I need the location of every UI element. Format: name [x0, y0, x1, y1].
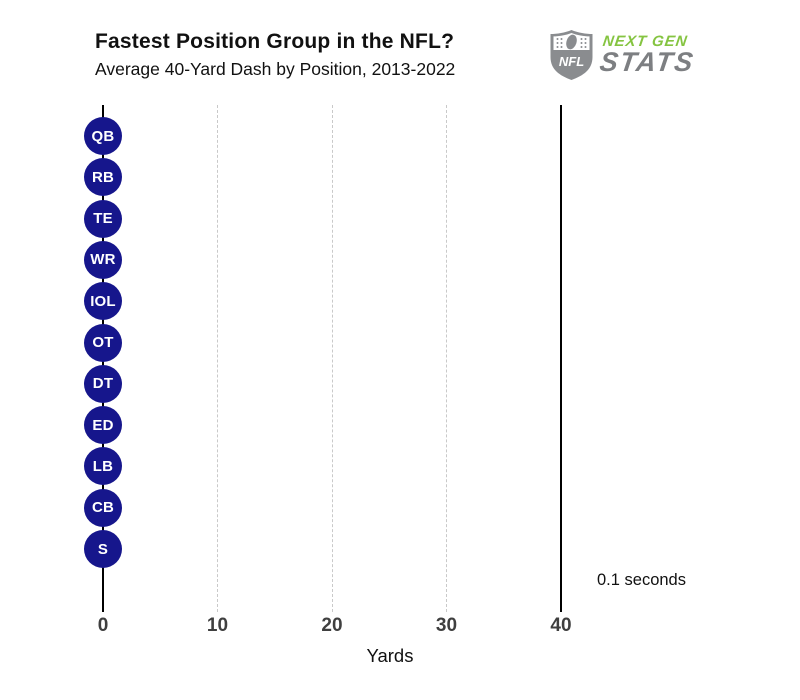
position-marker-OT: OT — [84, 323, 122, 362]
x-tick-label-0: 0 — [97, 615, 109, 636]
nfl-shield-icon: NFL — [550, 30, 593, 80]
page-subtitle: Average 40-Yard Dash by Position, 2013-2… — [95, 59, 456, 79]
x-tick-label-10: 10 — [206, 615, 229, 636]
position-marker-TE: TE — [84, 199, 122, 238]
next-gen-stats-logo: NFL NEXT GEN STATS — [548, 28, 713, 82]
gridline-10 — [217, 105, 218, 612]
x-axis-label: Yards — [366, 645, 414, 666]
position-marker-QB: QB — [84, 117, 122, 155]
position-marker-IOL: IOL — [84, 282, 122, 321]
x-tick-label-40: 40 — [550, 615, 572, 636]
position-marker-RB: RB — [84, 158, 122, 197]
position-marker-WR: WR — [84, 240, 122, 279]
position-marker-CB: CB — [84, 488, 122, 527]
position-marker-DT: DT — [84, 364, 122, 403]
logo-stats-text: STATS — [597, 47, 697, 77]
page-title: Fastest Position Group in the NFL? — [95, 30, 455, 53]
gridline-20 — [331, 105, 333, 612]
race-time-annotation: 0.1 seconds — [597, 571, 686, 589]
position-marker-ED: ED — [84, 406, 122, 445]
position-marker-LB: LB — [84, 447, 122, 486]
x-tick-label-30: 30 — [435, 615, 458, 636]
x-tick-label-20: 20 — [321, 615, 343, 636]
position-marker-S: S — [84, 530, 122, 568]
finish-line — [560, 105, 562, 612]
gridline-30 — [446, 105, 447, 612]
nfl-shield-text: NFL — [559, 54, 584, 69]
